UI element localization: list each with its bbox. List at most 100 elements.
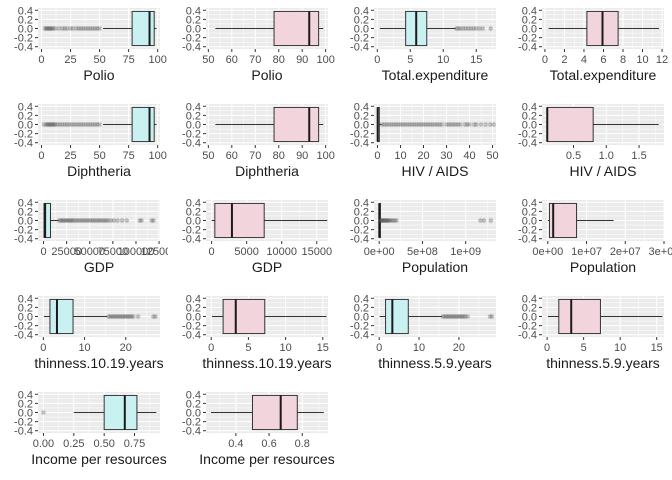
x-tick-label: 80 <box>273 54 285 66</box>
x-tick-label: 0.6 <box>261 438 276 450</box>
y-tick-label: 0.0 <box>186 216 201 228</box>
x-tick-label: 15 <box>651 342 663 354</box>
y-tick-label: -0.2 <box>14 321 33 333</box>
outlier-point <box>451 314 457 319</box>
boxplot-panel: 0.4 0.2 0.0 -0.2 -0.4 0 10 20 30 40 50 HIV / AIDS <box>336 96 504 192</box>
x-tick-label: 50 <box>202 54 214 66</box>
x-tick-label: 70 <box>249 54 261 66</box>
x-axis-title: thinness.10.19.years <box>202 355 331 371</box>
boxplot-panel: 0.4 0.2 0.0 -0.2 -0.4 0 25000 50000 75000 100000 1… <box>0 192 168 288</box>
boxplot-panel: 0.4 0.2 0.0 -0.2 -0.4 0 25 50 75 100 Polio <box>0 0 168 96</box>
y-tick-label: -0.2 <box>518 129 537 141</box>
box-iqr <box>214 202 265 239</box>
outlier-point <box>43 26 49 31</box>
outlier-point <box>119 314 124 319</box>
outlier-point <box>83 218 89 223</box>
x-tick-label: 100 <box>316 54 334 66</box>
outlier-point <box>106 314 111 319</box>
box-iqr <box>49 298 74 335</box>
x-tick-label: 5 <box>581 342 587 354</box>
y-tick-label: 0.0 <box>18 312 33 324</box>
outlier-point <box>70 218 76 223</box>
y-tick-label: 0.0 <box>522 24 537 36</box>
y-tick-label: -0.4 <box>518 42 537 54</box>
y-tick-label: -0.2 <box>518 225 537 237</box>
y-tick-label: -0.2 <box>518 33 537 45</box>
outlier-point <box>108 218 114 223</box>
y-tick-label: -0.4 <box>14 42 33 54</box>
outlier-point <box>391 122 396 127</box>
x-tick-label: 100 <box>316 150 334 162</box>
x-tick-label: 4 <box>581 54 587 66</box>
y-tick-label: 0.2 <box>186 302 201 314</box>
outlier-point <box>450 314 455 319</box>
outlier-point <box>62 218 68 223</box>
x-tick-label: 10 <box>394 150 406 162</box>
outlier-point <box>74 122 79 127</box>
y-tick-label: 0.2 <box>354 14 369 26</box>
outlier-point <box>443 314 449 319</box>
outlier-point <box>386 122 392 127</box>
x-axis-title: Polio <box>83 67 114 83</box>
boxplot-panel: 0.4 0.2 0.0 -0.2 -0.4 0 25 50 75 100 Diphtheria <box>0 96 168 192</box>
outlier-point <box>149 218 154 223</box>
outlier-point <box>70 26 76 31</box>
x-tick-label: 50000 <box>74 246 105 258</box>
outlier-point <box>90 26 95 31</box>
outlier-point <box>81 26 86 31</box>
outlier-point <box>105 218 111 223</box>
outlier-point <box>62 26 68 31</box>
outlier-point <box>478 218 483 223</box>
outlier-point <box>398 122 403 127</box>
y-tick-label: 0.4 <box>522 293 537 305</box>
outlier-point <box>46 26 51 31</box>
x-axis-title: Total.expenditure <box>550 67 657 83</box>
outlier-point <box>386 218 392 223</box>
y-tick-label: 0.2 <box>522 302 537 314</box>
boxplot-panel: 0.4 0.2 0.0 -0.2 -0.4 0 5 10 15 Total.expenditure <box>336 0 504 96</box>
outlier-point <box>421 122 426 127</box>
x-tick-label: 0.75 <box>124 438 145 450</box>
outlier-point <box>139 218 144 223</box>
outlier-point <box>85 26 91 31</box>
y-tick-label: 0.4 <box>522 5 537 17</box>
boxplot-panel: 0.4 0.2 0.0 -0.2 -0.4 0 10 20 thinness.10.19.yea… <box>0 288 168 384</box>
outlier-point <box>447 314 452 319</box>
y-tick-label: 0.2 <box>18 206 33 218</box>
x-tick-label: 1e+09 <box>450 246 481 258</box>
outlier-point <box>124 314 129 319</box>
y-tick-label: 0.4 <box>18 293 33 305</box>
outlier-point <box>69 122 74 127</box>
x-tick-label: 15 <box>317 342 329 354</box>
outlier-point <box>456 314 462 319</box>
outlier-point <box>435 122 440 127</box>
y-tick-label: -0.2 <box>14 129 33 141</box>
outlier-point <box>460 26 466 31</box>
y-tick-label: 0.4 <box>18 101 33 113</box>
outlier-point <box>381 218 386 223</box>
outlier-point <box>466 26 471 31</box>
outlier-point <box>442 314 447 319</box>
y-tick-label: -0.4 <box>14 426 33 438</box>
outlier-point <box>468 26 474 31</box>
x-tick-label: 20 <box>120 342 132 354</box>
x-axis-title: GDP <box>252 259 282 275</box>
outlier-point <box>416 122 422 127</box>
outlier-point <box>418 122 424 127</box>
outlier-point <box>471 122 477 127</box>
x-tick-label: 0e+00 <box>532 246 563 258</box>
y-tick-label: 0.0 <box>354 120 369 132</box>
outlier-point <box>56 26 62 31</box>
x-tick-label: 1e+07 <box>571 246 602 258</box>
x-tick-label: 5e+08 <box>407 246 438 258</box>
outlier-point <box>137 218 142 223</box>
x-axis-title: thinness.5.9.years <box>546 355 660 371</box>
y-tick-label: 0.2 <box>522 206 537 218</box>
outlier-point <box>414 122 419 127</box>
x-tick-label: 20 <box>417 150 429 162</box>
x-tick-label: 50 <box>93 150 105 162</box>
x-tick-label: 0 <box>374 150 380 162</box>
y-tick-label: 0.0 <box>18 408 33 420</box>
box-iqr <box>43 202 51 239</box>
